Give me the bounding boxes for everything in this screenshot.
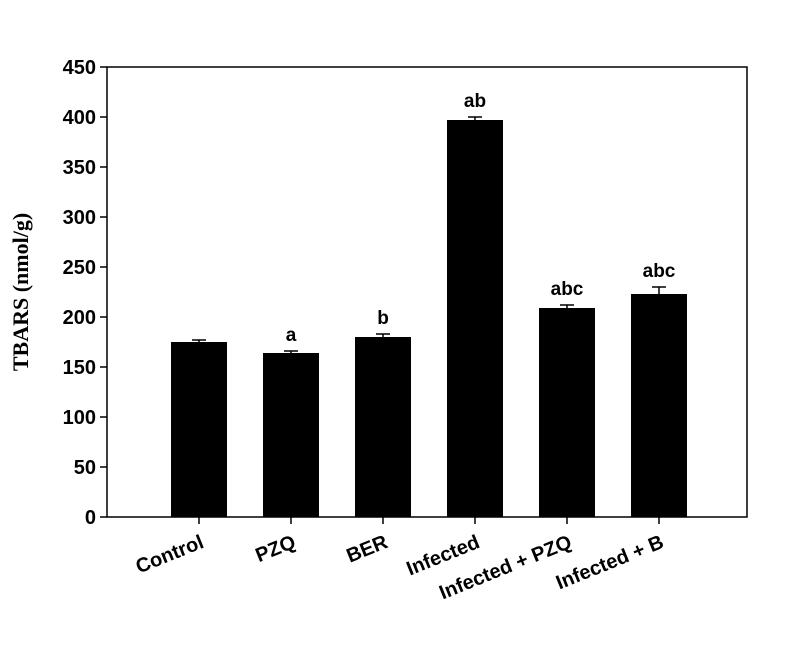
y-tick-label: 200	[63, 307, 96, 329]
y-axis-title: TBARS (nmol/g)	[8, 213, 33, 371]
significance-label: ab	[464, 91, 486, 112]
y-tick-label: 0	[85, 507, 96, 529]
x-category-label: Control	[133, 531, 207, 578]
significance-label: b	[377, 308, 389, 329]
bar-pzq	[263, 353, 319, 517]
significance-label: a	[286, 325, 297, 346]
y-tick-label: 400	[63, 107, 96, 129]
significance-label: abc	[551, 279, 584, 300]
y-tick-label: 100	[63, 407, 96, 429]
x-category-label: PZQ	[253, 531, 299, 567]
y-tick-label: 150	[63, 357, 96, 379]
bar-infected	[447, 120, 503, 517]
bar-ber	[355, 337, 411, 517]
y-tick-label: 250	[63, 257, 96, 279]
x-category-label: BER	[343, 531, 391, 567]
bar-infected-pzq	[539, 308, 595, 517]
bar-infected-b	[631, 294, 687, 517]
y-axis: 0 50 100 150 200 250 300 350 400 450	[63, 57, 107, 529]
y-tick-label: 450	[63, 57, 96, 79]
y-tick-label: 300	[63, 207, 96, 229]
y-tick-label: 350	[63, 157, 96, 179]
plot-area-frame	[106, 66, 748, 518]
significance-label: abc	[643, 261, 676, 282]
bar-control	[171, 342, 227, 517]
y-tick-label: 50	[74, 457, 96, 479]
